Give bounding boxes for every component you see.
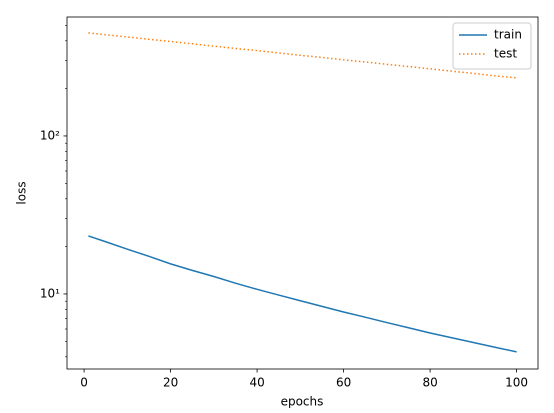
data-line (88, 235, 517, 353)
y-tick-label: 10¹ (40, 286, 60, 300)
plot-frame (66, 16, 539, 370)
x-axis-label: epochs (281, 395, 324, 409)
x-tick-label: 0 (80, 376, 88, 390)
x-tick-label: 80 (422, 376, 437, 390)
x-tick-label: 60 (336, 376, 351, 390)
y-axis-label: loss (15, 181, 29, 204)
legend-label: test (494, 47, 517, 61)
data-line (88, 32, 517, 79)
x-tick-label: 40 (249, 376, 264, 390)
legend-label: train (494, 28, 522, 42)
x-tick-label: 100 (505, 376, 528, 390)
y-tick-label: 10² (40, 128, 60, 142)
x-tick-label: 20 (163, 376, 178, 390)
